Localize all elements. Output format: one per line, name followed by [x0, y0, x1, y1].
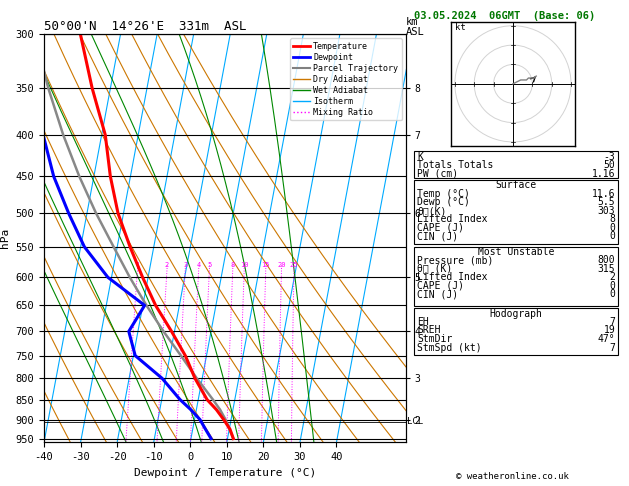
Text: © weatheronline.co.uk: © weatheronline.co.uk — [456, 472, 569, 481]
Text: CAPE (J): CAPE (J) — [417, 280, 464, 291]
Text: 4: 4 — [197, 262, 201, 268]
Text: 303: 303 — [598, 206, 615, 216]
Text: 800: 800 — [598, 255, 615, 265]
Text: 8: 8 — [231, 262, 235, 268]
Text: Lifted Index: Lifted Index — [417, 214, 487, 225]
Text: ASL: ASL — [406, 27, 425, 37]
Text: θᴇ(K): θᴇ(K) — [417, 206, 447, 216]
Text: CIN (J): CIN (J) — [417, 289, 458, 299]
Text: θᴇ (K): θᴇ (K) — [417, 263, 452, 274]
Text: 5: 5 — [208, 262, 211, 268]
Text: 0: 0 — [610, 231, 615, 242]
Text: 20: 20 — [277, 262, 286, 268]
Text: Surface: Surface — [496, 180, 537, 191]
X-axis label: Dewpoint / Temperature (°C): Dewpoint / Temperature (°C) — [134, 468, 316, 478]
Text: -3: -3 — [603, 152, 615, 161]
Text: 10: 10 — [240, 262, 248, 268]
Text: km: km — [406, 17, 418, 27]
Text: StmDir: StmDir — [417, 334, 452, 344]
Text: 1.16: 1.16 — [592, 169, 615, 178]
Text: 1: 1 — [135, 262, 140, 268]
Y-axis label: hPa: hPa — [0, 228, 10, 248]
Text: 03.05.2024  06GMT  (Base: 06): 03.05.2024 06GMT (Base: 06) — [414, 11, 595, 21]
Text: Totals Totals: Totals Totals — [417, 160, 493, 170]
Text: Most Unstable: Most Unstable — [478, 246, 554, 257]
Text: 5.5: 5.5 — [598, 197, 615, 208]
Text: 25: 25 — [290, 262, 298, 268]
Text: Lifted Index: Lifted Index — [417, 272, 487, 282]
Text: CIN (J): CIN (J) — [417, 231, 458, 242]
Text: StmSpd (kt): StmSpd (kt) — [417, 343, 482, 352]
Text: 50: 50 — [603, 160, 615, 170]
Text: Dewp (°C): Dewp (°C) — [417, 197, 470, 208]
Text: 3: 3 — [183, 262, 187, 268]
Text: 47°: 47° — [598, 334, 615, 344]
Text: 0: 0 — [610, 223, 615, 233]
Text: 0: 0 — [610, 280, 615, 291]
Text: 7: 7 — [610, 343, 615, 352]
Text: EH: EH — [417, 317, 429, 327]
Text: CAPE (J): CAPE (J) — [417, 223, 464, 233]
Text: 50°00'N  14°26'E  331m  ASL: 50°00'N 14°26'E 331m ASL — [44, 20, 247, 33]
Text: 19: 19 — [603, 326, 615, 335]
Text: SREH: SREH — [417, 326, 440, 335]
Text: 315: 315 — [598, 263, 615, 274]
Legend: Temperature, Dewpoint, Parcel Trajectory, Dry Adiabat, Wet Adiabat, Isotherm, Mi: Temperature, Dewpoint, Parcel Trajectory… — [290, 38, 401, 121]
Text: 2: 2 — [165, 262, 169, 268]
Text: K: K — [417, 152, 423, 161]
Text: Hodograph: Hodograph — [489, 309, 543, 319]
Text: 11.6: 11.6 — [592, 189, 615, 199]
Text: 15: 15 — [262, 262, 270, 268]
Text: 7: 7 — [610, 317, 615, 327]
Text: Pressure (mb): Pressure (mb) — [417, 255, 493, 265]
Text: 2: 2 — [610, 272, 615, 282]
Text: 0: 0 — [610, 289, 615, 299]
Text: PW (cm): PW (cm) — [417, 169, 458, 178]
Text: kt: kt — [455, 23, 465, 32]
Text: Temp (°C): Temp (°C) — [417, 189, 470, 199]
Text: 8: 8 — [610, 214, 615, 225]
Text: LCL: LCL — [407, 417, 423, 426]
